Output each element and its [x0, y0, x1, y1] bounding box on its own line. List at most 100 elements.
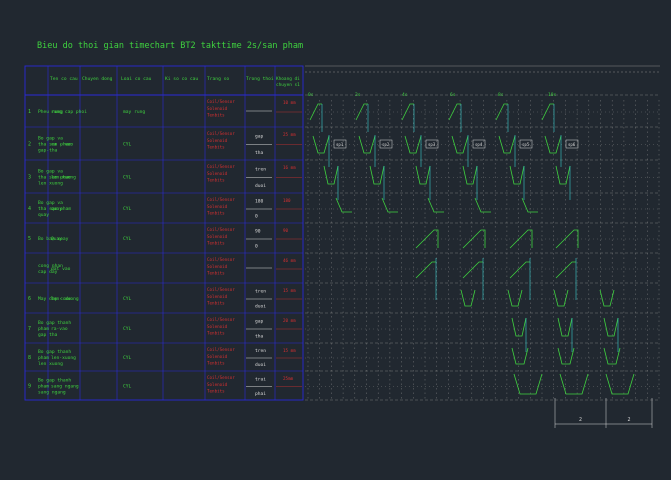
row-signal: Coil/Sensor [207, 347, 235, 352]
row-move: 90 [283, 228, 289, 233]
row-type: CYL [123, 326, 132, 332]
wave-row1 [448, 103, 461, 121]
row-signal: Solenoid [207, 138, 228, 143]
row-signal: Tenbits [207, 211, 225, 216]
row-motion: len-xuong [51, 175, 76, 181]
wave-row4 [427, 197, 444, 213]
column-header: Ten co cau [50, 76, 78, 82]
wave-row2 [358, 135, 376, 154]
product-box [472, 139, 486, 149]
row-signal: Solenoid [207, 382, 228, 387]
row-name: pham [38, 384, 49, 390]
row-signal: Solenoid [207, 171, 228, 176]
column-header: Trang so [207, 76, 229, 82]
column-header: Chuyen dong [82, 76, 113, 82]
wave-row10 [605, 373, 635, 395]
wave-row9 [511, 347, 529, 365]
row-type: CYL [123, 206, 132, 212]
row-index: 4 [28, 206, 31, 212]
row-state: gap [255, 135, 264, 140]
wave-row9 [603, 347, 621, 365]
wave-row1 [495, 103, 508, 121]
wave-row5 [415, 229, 439, 249]
product-box-label: sp5 [522, 142, 530, 147]
row-motion: rung cap phoi [51, 109, 87, 115]
row-motion: sang ngang [51, 385, 79, 390]
row-move: 20 mm [283, 318, 296, 323]
wave-row2 [404, 135, 422, 154]
wave-row1 [355, 103, 368, 121]
row-motion: ra - vao [51, 143, 73, 148]
row-signal: Coil/Sensor [207, 375, 235, 380]
row-state: tha [255, 150, 264, 156]
column-header: Khoang di [276, 76, 300, 82]
row-signal: Solenoid [207, 354, 228, 359]
wave-row2 [498, 135, 516, 154]
wave-row7 [553, 289, 569, 307]
row-state: tren [255, 348, 266, 354]
row-signal: Tenbits [207, 178, 225, 183]
wave-row2 [312, 135, 330, 154]
row-index: 7 [28, 326, 31, 332]
row-state: 0 [255, 214, 258, 220]
product-box [379, 139, 393, 149]
row-move: 15 mm [283, 348, 296, 353]
wave-row2 [451, 135, 469, 154]
product-box [519, 139, 533, 149]
wave-row3 [323, 165, 339, 185]
wave-row6 [415, 261, 436, 279]
wave-row4 [521, 197, 538, 213]
row-signal: Coil/Sensor [207, 131, 235, 136]
row-index: 5 [28, 236, 31, 242]
time-tick-label: 4s [402, 92, 408, 98]
row-name: sang ngang [38, 391, 66, 396]
row-state: 0 [255, 244, 258, 250]
row-type: CYL [123, 142, 132, 148]
product-box-label: sp6 [568, 142, 576, 147]
row-name: Bo gap thanh [38, 349, 71, 355]
wave-row3 [509, 165, 525, 185]
row-name: Bo gap va [38, 200, 63, 206]
row-move: 46 mm [283, 258, 296, 263]
column-header: Loai co cau [121, 76, 152, 82]
row-name: May dap code [38, 296, 71, 302]
row-index: 8 [28, 355, 31, 361]
row-name: Bo gap va [38, 168, 63, 174]
row-index: 1 [28, 109, 31, 115]
wave-row6 [462, 261, 483, 279]
row-type: CYL [123, 236, 132, 242]
row-signal: Coil/Sensor [207, 197, 235, 202]
row-move: 16 mm [283, 165, 296, 170]
row-signal: Tenbits [207, 389, 225, 394]
row-state: duoi [255, 183, 266, 189]
row-signal: Solenoid [207, 234, 228, 239]
row-index: 9 [28, 384, 31, 390]
wave-row4 [474, 197, 491, 213]
row-state: duoi [255, 362, 266, 368]
column-header: chuyen s1 [276, 82, 300, 88]
row-signal: Tenbits [207, 145, 225, 150]
wave-row8 [603, 317, 619, 337]
row-name: len xuong [38, 361, 63, 367]
product-box-label: sp2 [382, 142, 390, 147]
row-signal: Coil/Sensor [207, 99, 235, 104]
row-type: CYL [123, 175, 132, 181]
row-motion: len-xuong [51, 355, 76, 361]
row-motion: Quay [51, 236, 62, 242]
row-name: len xuong [38, 181, 63, 187]
row-name: cong nhan [38, 263, 63, 269]
wave-row10 [513, 373, 543, 395]
row-signal: Coil/Sensor [207, 287, 235, 292]
row-move: 25 mm [283, 132, 296, 137]
row-signal: Coil/Sensor [207, 227, 235, 232]
row-signal: Tenbits [207, 361, 225, 366]
row-name: quay [38, 213, 49, 218]
product-box-label: sp1 [336, 142, 344, 147]
row-name: gap tha [38, 332, 58, 338]
product-box [333, 139, 347, 149]
wave-row9 [557, 347, 575, 365]
row-signal: Coil/Sensor [207, 164, 235, 169]
row-name: pham [38, 355, 49, 361]
